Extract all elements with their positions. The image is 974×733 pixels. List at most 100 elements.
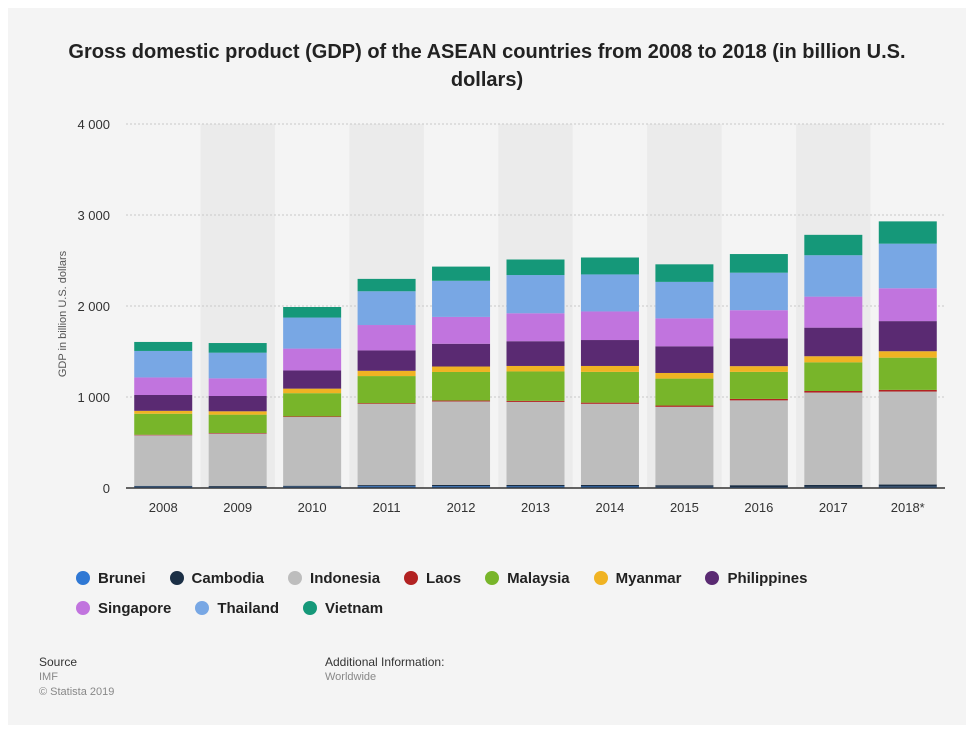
bar-brunei-2012: [432, 486, 491, 488]
bar-vietnam-2018: [878, 221, 937, 244]
x-tick-label: 2012: [447, 500, 476, 515]
legend-label: Brunei: [98, 569, 146, 587]
bar-vietnam-2009: [208, 343, 267, 353]
legend-dot-icon: [404, 571, 419, 585]
x-tick-label: 2009: [223, 500, 252, 515]
source-label: Source: [39, 655, 78, 669]
bar-cambodia-2008: [134, 485, 193, 487]
y-tick-label: 0: [103, 481, 110, 496]
legend-item-laos[interactable]: Laos: [404, 568, 461, 588]
legend-item-vietnam[interactable]: Vietnam: [303, 598, 383, 618]
bar-laos-2015: [655, 405, 714, 407]
bar-indonesia-2010: [283, 417, 342, 486]
legend-item-cambodia[interactable]: Cambodia: [169, 568, 264, 588]
bar-thailand-2010: [283, 317, 342, 349]
bar-indonesia-2015: [655, 406, 714, 486]
bar-myanmar-2014: [580, 365, 639, 372]
source-value[interactable]: IMF: [39, 671, 58, 683]
bar-thailand-2009: [208, 352, 267, 379]
bar-cambodia-2010: [283, 485, 342, 487]
legend-item-brunei[interactable]: Brunei: [76, 568, 146, 588]
bar-singapore-2010: [283, 348, 342, 371]
legend-item-malaysia[interactable]: Malaysia: [485, 568, 570, 588]
y-axis-label: GDP in billion U.S. dollars: [57, 250, 69, 377]
bar-indonesia-2011: [357, 403, 416, 486]
stacked-bar-chart: 0 1 000 2 000 3 000 4 000 GDP in billion U.S.…: [57, 117, 945, 515]
bar-laos-2008: [134, 434, 193, 436]
bar-thailand-2013: [506, 275, 565, 314]
bar-cambodia-2017: [804, 484, 863, 487]
bar-thailand-2017: [804, 255, 863, 297]
bar-indonesia-2017: [804, 392, 863, 485]
bar-thailand-2011: [357, 291, 416, 326]
bar-philippines-2018: [878, 321, 937, 352]
legend-dot-icon: [705, 571, 720, 585]
bar-cambodia-2013: [506, 484, 565, 487]
bar-indonesia-2014: [580, 403, 639, 485]
bar-singapore-2012: [432, 316, 491, 344]
legend-item-thailand[interactable]: Thailand: [195, 598, 279, 618]
bar-laos-2018: [878, 389, 937, 392]
bar-philippines-2011: [357, 350, 416, 371]
bar-philippines-2017: [804, 327, 863, 357]
bar-indonesia-2008: [134, 435, 193, 486]
bar-malaysia-2013: [506, 371, 565, 401]
bar-vietnam-2017: [804, 234, 863, 256]
bar-singapore-2013: [506, 313, 565, 342]
bar-malaysia-2012: [432, 371, 491, 401]
legend-label: Myanmar: [615, 569, 682, 587]
bar-cambodia-2012: [432, 484, 491, 487]
bar-myanmar-2017: [804, 356, 863, 363]
additional-info-value: Worldwide: [325, 671, 377, 683]
bar-malaysia-2017: [804, 362, 863, 391]
bar-myanmar-2008: [134, 410, 193, 414]
bar-vietnam-2013: [506, 259, 565, 276]
bar-philippines-2008: [134, 394, 193, 411]
legend-label: Thailand: [217, 599, 280, 617]
bar-laos-2017: [804, 390, 863, 393]
x-tick-label: 2018*: [891, 500, 925, 515]
chart-card: Gross domestic product (GDP) of the ASEA…: [8, 8, 966, 725]
bar-laos-2010: [283, 416, 342, 418]
bar-philippines-2014: [580, 340, 639, 366]
bar-cambodia-2016: [729, 485, 788, 487]
copyright: © Statista 2019: [39, 686, 115, 698]
legend-item-philippines[interactable]: Philippines: [705, 568, 807, 588]
legend-item-indonesia[interactable]: Indonesia: [288, 568, 380, 588]
bar-malaysia-2015: [655, 378, 714, 406]
bar-malaysia-2011: [357, 376, 416, 404]
bar-cambodia-2018: [878, 484, 937, 487]
legend-dot-icon: [76, 571, 90, 585]
bar-singapore-2018: [878, 288, 937, 322]
legend-label: Laos: [426, 569, 462, 587]
bar-vietnam-2012: [432, 266, 491, 281]
bar-indonesia-2013: [506, 401, 565, 485]
bar-brunei-2013: [506, 486, 565, 488]
bar-vietnam-2010: [283, 307, 342, 318]
bar-myanmar-2018: [878, 351, 937, 358]
x-tick-label: 2010: [298, 500, 327, 515]
bar-laos-2014: [580, 402, 639, 404]
bar-thailand-2018: [878, 243, 937, 289]
bar-singapore-2009: [208, 378, 267, 396]
bar-myanmar-2011: [357, 370, 416, 377]
bar-thailand-2012: [432, 280, 491, 317]
legend-item-singapore[interactable]: Singapore: [76, 598, 171, 618]
legend-label: Malaysia: [507, 569, 570, 587]
bar-philippines-2010: [283, 370, 342, 389]
legend-label: Philippines: [727, 569, 808, 587]
bar-indonesia-2012: [432, 401, 491, 485]
bar-thailand-2016: [729, 272, 788, 311]
x-tick-label: 2017: [819, 500, 848, 515]
x-tick-label: 2013: [521, 500, 550, 515]
additional-info-label: Additional Information:: [325, 655, 445, 669]
bar-indonesia-2009: [208, 433, 267, 487]
x-tick-label: 2011: [373, 500, 401, 515]
bar-singapore-2016: [729, 310, 788, 339]
source-block: Source IMF © Statista 2019: [39, 654, 114, 700]
bar-laos-2013: [506, 400, 565, 402]
bar-myanmar-2009: [208, 411, 267, 415]
legend-dot-icon: [169, 571, 184, 585]
legend-item-myanmar[interactable]: Myanmar: [593, 568, 682, 588]
bar-myanmar-2012: [432, 366, 491, 372]
